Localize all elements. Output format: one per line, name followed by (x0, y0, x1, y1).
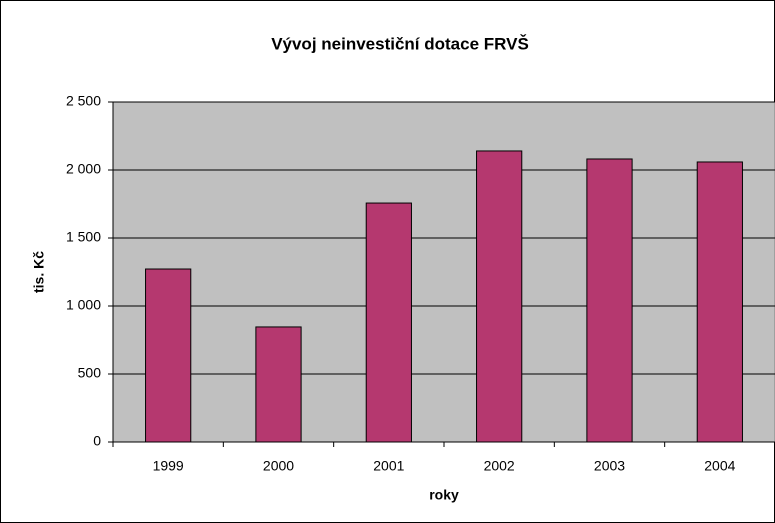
x-tick-label: 1999 (153, 458, 184, 474)
chart-title: Vývoj neinvestiční dotace FRVŠ (271, 34, 529, 53)
y-tick-label: 2 500 (66, 93, 101, 109)
bar (255, 326, 302, 443)
bar (476, 150, 523, 443)
x-tick-label: 2002 (484, 458, 515, 474)
y-axis-label: tis. Kč (31, 251, 47, 293)
bar (145, 268, 192, 443)
x-tick-label: 2001 (373, 458, 404, 474)
y-tick-label: 1 500 (66, 229, 101, 245)
bar (696, 161, 743, 443)
bar (365, 202, 412, 443)
bar (586, 158, 633, 443)
y-tick-label: 1 000 (66, 297, 101, 313)
x-axis-label: roky (429, 487, 459, 503)
x-tick-label: 2000 (263, 458, 294, 474)
plot-area (112, 101, 775, 443)
y-tick-label: 2 000 (66, 161, 101, 177)
x-tick-label: 2003 (594, 458, 625, 474)
x-tick-label: 2004 (704, 458, 735, 474)
y-tick-label: 0 (93, 433, 101, 449)
y-tick-label: 500 (78, 365, 102, 381)
